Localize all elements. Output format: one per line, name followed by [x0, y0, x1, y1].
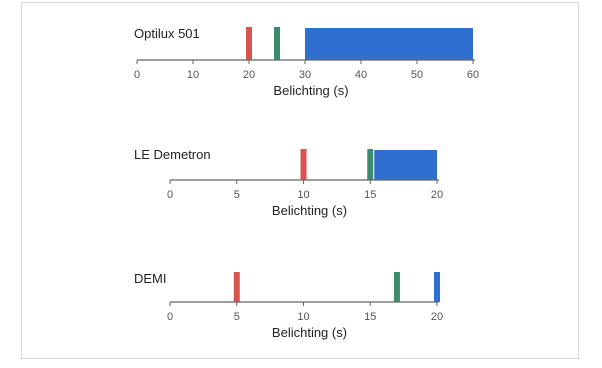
- panel-1-tick-label-5: 40: [355, 69, 367, 81]
- panel-2-tick-label-3: 10: [297, 189, 309, 201]
- panel-1-title: Optilux 501: [134, 26, 200, 41]
- panel-2-tick-label-4: 15: [364, 189, 376, 201]
- panel-3-tick-label-2: 5: [234, 311, 240, 323]
- figure-frame: [21, 2, 579, 359]
- panel-1-mark-1: [246, 27, 252, 60]
- panel-1-tick-label-1: 0: [134, 69, 140, 81]
- panel-2-x-label: Belichting (s): [272, 203, 347, 218]
- panel-2-title: LE Demetron: [134, 147, 211, 162]
- panel-3-tick-label-1: 0: [167, 311, 173, 323]
- panel-2-mark-1: [300, 149, 307, 180]
- panel-2-mark-2: [367, 149, 374, 180]
- panel-3-title: DEMI: [134, 271, 167, 286]
- panel-1-tick-label-3: 20: [243, 69, 255, 81]
- panel-1-tick-label-4: 30: [299, 69, 311, 81]
- panel-1-mark-2: [274, 27, 280, 60]
- panel-1-tick-label-7: 60: [467, 69, 479, 81]
- panel-1-x-label: Belichting (s): [273, 83, 348, 98]
- panel-3-mark-2: [393, 272, 400, 302]
- panel-3-mark-1: [233, 272, 240, 302]
- panel-2-tick-label-2: 5: [234, 189, 240, 201]
- panel-3-tick-label-5: 20: [431, 311, 443, 323]
- panel-2-range-3: [374, 150, 437, 180]
- panel-1-range-3: [305, 28, 473, 60]
- panel-1-tick-label-2: 10: [187, 69, 199, 81]
- panel-1-tick-label-6: 50: [411, 69, 423, 81]
- panel-2-tick-label-5: 20: [431, 189, 443, 201]
- panel-3-tick-label-4: 15: [364, 311, 376, 323]
- panel-3-mark-3: [434, 272, 440, 302]
- panel-3-x-label: Belichting (s): [272, 325, 347, 340]
- panel-2-tick-label-1: 0: [167, 189, 173, 201]
- panel-3-tick-label-3: 10: [297, 311, 309, 323]
